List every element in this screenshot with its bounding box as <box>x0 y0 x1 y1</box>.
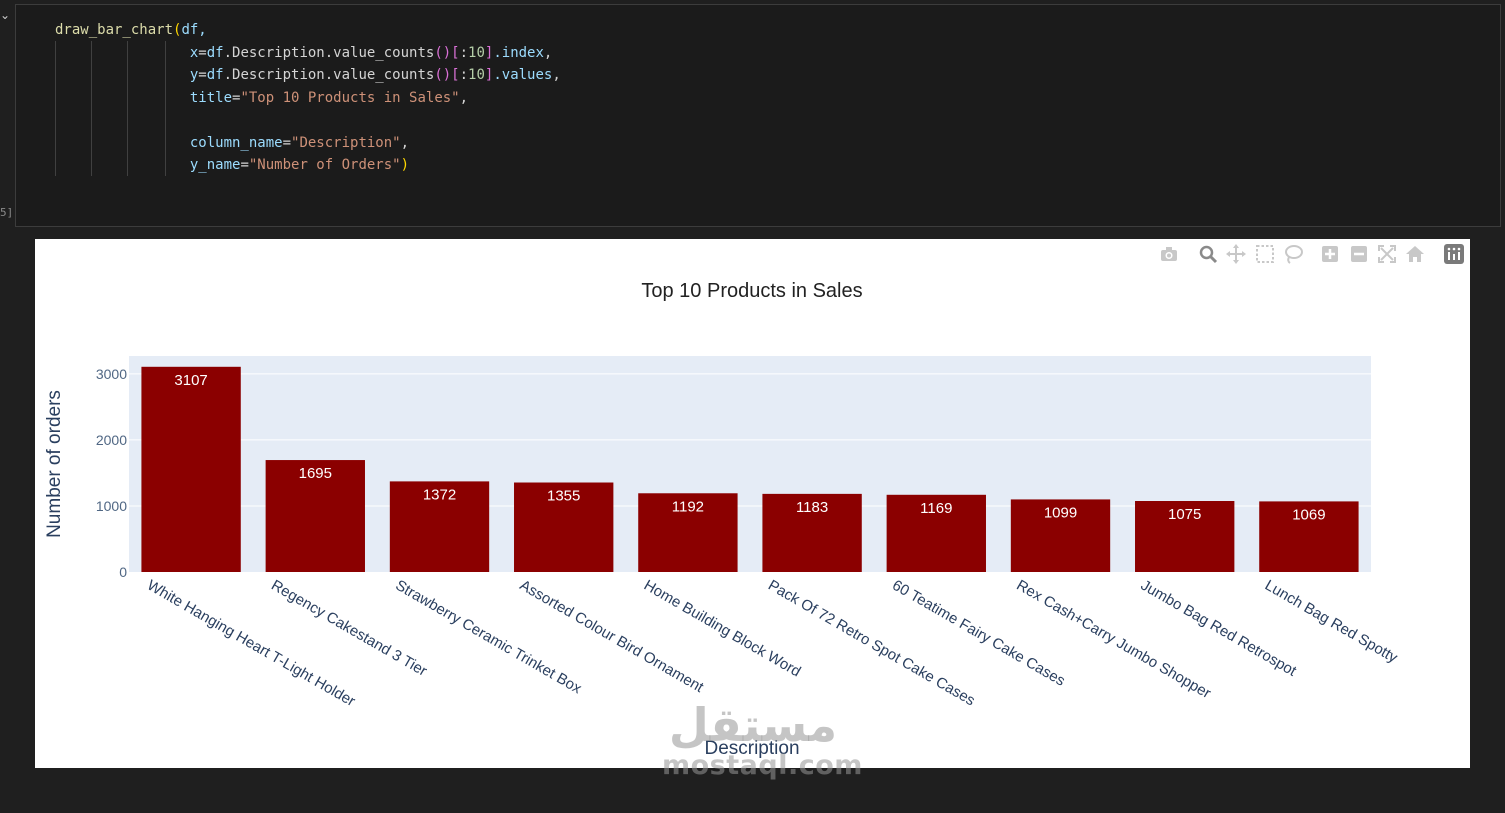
y-tick-label: 0 <box>119 564 127 580</box>
bar <box>265 460 365 572</box>
code-token: title <box>55 89 233 106</box>
data-label: 3107 <box>174 372 207 389</box>
bar <box>1010 499 1111 572</box>
chevron-down-icon: ⌄ <box>0 8 11 22</box>
code-token: y <box>55 67 199 83</box>
code-editor[interactable]: draw_bar_chart(df, x=df.Description.valu… <box>55 19 561 177</box>
bar <box>1135 501 1235 572</box>
data-label: 1192 <box>672 498 704 515</box>
code-token: .Description.value_counts <box>223 44 435 61</box>
watermark-latin-text: mostaql.com <box>662 750 863 781</box>
code-token: df <box>206 44 224 61</box>
code-token: df <box>206 67 224 83</box>
bar <box>141 366 241 572</box>
data-label: 1169 <box>920 500 952 517</box>
code-line: title="Top 10 Products in Sales", <box>55 87 561 110</box>
code-token: "Top 10 Products in Sales" <box>240 89 460 106</box>
y-axis-title: Number of orders <box>44 390 65 538</box>
data-label: 1695 <box>299 465 332 482</box>
collapse-cell-toggle[interactable]: ⌄ <box>0 8 10 22</box>
code-line <box>55 109 561 132</box>
code-line: draw_bar_chart(df, <box>55 19 561 42</box>
data-label: 1075 <box>1168 506 1201 523</box>
code-token: 10 <box>468 67 485 83</box>
indent-guide <box>91 41 92 176</box>
code-line: y_name="Number of Orders") <box>55 154 561 177</box>
code-token: ) <box>400 157 410 173</box>
code-token: [ <box>451 44 460 61</box>
watermark: مستقل mostaql.com <box>662 698 863 782</box>
code-token: ] <box>484 44 494 61</box>
code-token: () <box>434 44 452 61</box>
y-tick-label: 3000 <box>96 366 127 382</box>
code-token: ] <box>484 67 494 83</box>
x-tick-label: Pack Of 72 Retro Spot Cake Cases <box>765 577 978 710</box>
code-token: column_name <box>55 134 283 151</box>
bar <box>886 494 986 572</box>
code-token: .values <box>493 67 553 83</box>
autoscale-icon[interactable] <box>1376 243 1398 265</box>
indent-guide <box>165 41 166 176</box>
code-cell[interactable]: draw_bar_chart(df, x=df.Description.valu… <box>15 4 1501 227</box>
lasso-select-icon[interactable] <box>1282 243 1304 265</box>
code-token: [ <box>451 67 460 83</box>
code-token: , <box>459 89 469 106</box>
data-label: 1355 <box>547 488 580 505</box>
code-token: , <box>552 67 561 83</box>
code-token: , <box>543 44 553 61</box>
code-token: "Description" <box>291 134 401 151</box>
x-tick-label: White Hanging Heart T-Light Holder <box>144 577 358 710</box>
bar <box>638 493 738 572</box>
watermark-arabic-text: مستقل <box>668 698 838 752</box>
code-line: x=df.Description.value_counts()[:10].ind… <box>55 42 561 65</box>
data-label: 1069 <box>1292 506 1325 523</box>
data-label: 1099 <box>1044 504 1077 521</box>
zoom-out-icon[interactable] <box>1348 243 1370 265</box>
execution-count: 5] <box>0 206 14 219</box>
plot-output: 0 1000 2000 3000 3107 White Hanging Heart T-L… <box>35 239 1470 768</box>
code-token: = <box>198 44 207 61</box>
bar <box>389 481 490 572</box>
code-token: = <box>282 134 292 151</box>
chart-title: Top 10 Products in Sales <box>641 280 862 302</box>
data-label: 1372 <box>423 486 456 503</box>
code-token: : <box>459 67 469 83</box>
code-token: draw_bar_chart <box>55 22 174 38</box>
bar <box>762 493 862 572</box>
code-token: ( <box>173 22 182 38</box>
bar <box>1259 501 1359 572</box>
code-token: = <box>198 67 207 83</box>
bar-chart: 0 1000 2000 3000 3107 White Hanging Heart T-L… <box>44 280 1401 759</box>
zoom-icon[interactable] <box>1197 243 1219 265</box>
x-tick-label: Lunch Bag Red Spotty <box>1262 577 1401 667</box>
indent-guide <box>127 41 128 176</box>
indent-guide <box>55 41 56 176</box>
code-token: df, <box>181 22 207 38</box>
box-select-icon[interactable] <box>1254 243 1276 265</box>
code-token: = <box>240 157 249 173</box>
code-line: y=df.Description.value_counts()[:10].val… <box>55 64 561 87</box>
code-token: .Description.value_counts <box>223 67 435 83</box>
plotly-logo-icon[interactable] <box>1443 243 1465 265</box>
y-tick-label: 2000 <box>96 432 127 448</box>
code-token: , <box>400 134 410 151</box>
code-line: column_name="Description", <box>55 132 561 155</box>
code-token: = <box>232 89 241 106</box>
code-token: "Number of Orders" <box>248 157 401 173</box>
y-tick-label: 1000 <box>96 498 127 514</box>
code-token: x <box>55 44 199 61</box>
reset-axes-icon[interactable] <box>1404 243 1426 265</box>
x-tick-label: Rex Cash+Carry Jumbo Shopper <box>1014 577 1214 702</box>
pan-icon[interactable] <box>1225 243 1247 265</box>
code-token: () <box>434 67 452 83</box>
x-axis-title: Description <box>704 738 799 759</box>
code-token: 10 <box>468 44 485 61</box>
zoom-in-icon[interactable] <box>1319 243 1341 265</box>
camera-icon[interactable] <box>1158 243 1180 265</box>
bar <box>514 482 614 572</box>
code-token: y_name <box>55 157 241 173</box>
data-label: 1183 <box>796 499 828 516</box>
code-token: .index <box>493 44 544 61</box>
code-token: : <box>459 44 469 61</box>
